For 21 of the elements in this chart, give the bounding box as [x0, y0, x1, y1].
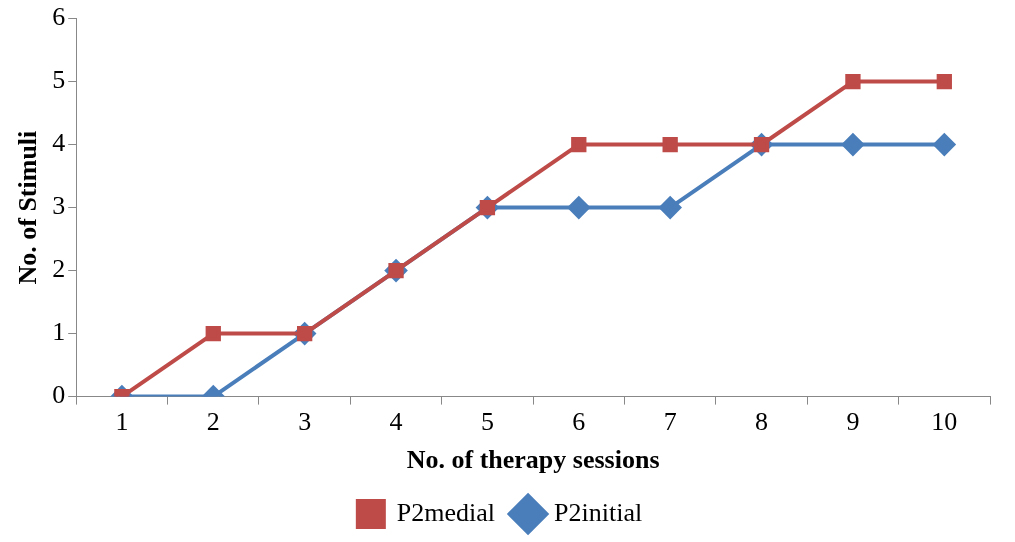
x-tick-label: 1 — [115, 407, 129, 437]
x-tick-label: 10 — [931, 407, 958, 437]
y-tick-label: 6 — [52, 2, 66, 32]
y-tick-label: 3 — [52, 191, 66, 221]
x-tick-label: 4 — [389, 407, 403, 437]
x-tick-label: 9 — [846, 407, 860, 437]
y-tick-label: 2 — [52, 254, 66, 284]
x-axis-title: No. of therapy sessions — [406, 445, 660, 475]
x-tick-label: 5 — [480, 407, 494, 437]
y-tick-label: 0 — [52, 380, 66, 410]
legend-label: P2medial — [396, 497, 496, 527]
y-axis-title: No. of Stimuli — [13, 130, 43, 285]
y-tick-label: 1 — [52, 317, 66, 347]
x-tick-label: 3 — [298, 407, 312, 437]
x-tick-label: 2 — [206, 407, 220, 437]
legend-label: P2initial — [554, 497, 643, 527]
y-tick-label: 4 — [52, 128, 66, 158]
x-tick-label: 6 — [572, 407, 586, 437]
x-tick-label: 7 — [663, 407, 677, 437]
y-tick-label: 5 — [52, 65, 66, 95]
x-tick-label: 8 — [755, 407, 769, 437]
